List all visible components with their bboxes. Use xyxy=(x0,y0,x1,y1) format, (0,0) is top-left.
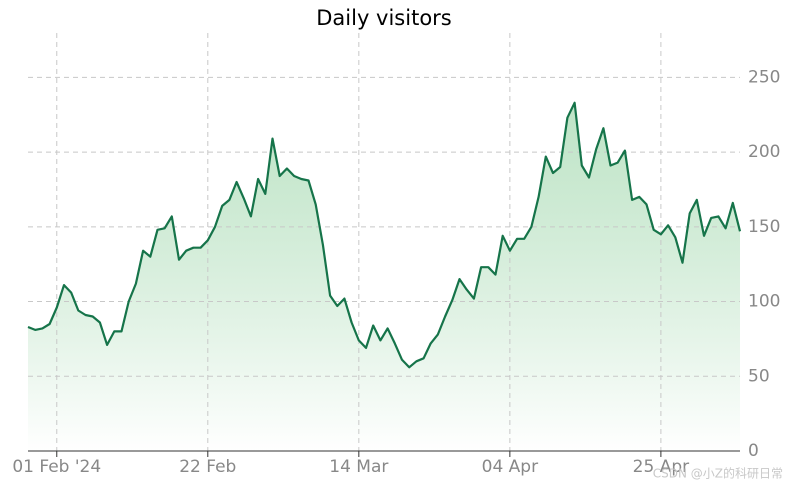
x-tick-label: 25 Apr xyxy=(633,457,689,477)
x-tick-label: 01 Feb '24 xyxy=(12,457,101,477)
x-tick-label: 04 Apr xyxy=(482,457,538,477)
y-tick-label: 150 xyxy=(748,217,780,237)
y-tick-label: 200 xyxy=(748,142,780,162)
x-tick-label: 14 Mar xyxy=(329,457,388,477)
line xyxy=(27,101,742,369)
x-tick-label: 22 Feb xyxy=(179,457,236,477)
area-fill xyxy=(28,102,740,452)
y-tick-label: 0 xyxy=(748,441,759,461)
y-tick-label: 250 xyxy=(748,67,780,87)
y-tick-label: 50 xyxy=(748,366,770,386)
watermark: CSDN @小Z的科研日常 xyxy=(653,466,783,481)
y-tick-label: 100 xyxy=(748,292,780,312)
chart-title: Daily visitors xyxy=(316,6,452,30)
